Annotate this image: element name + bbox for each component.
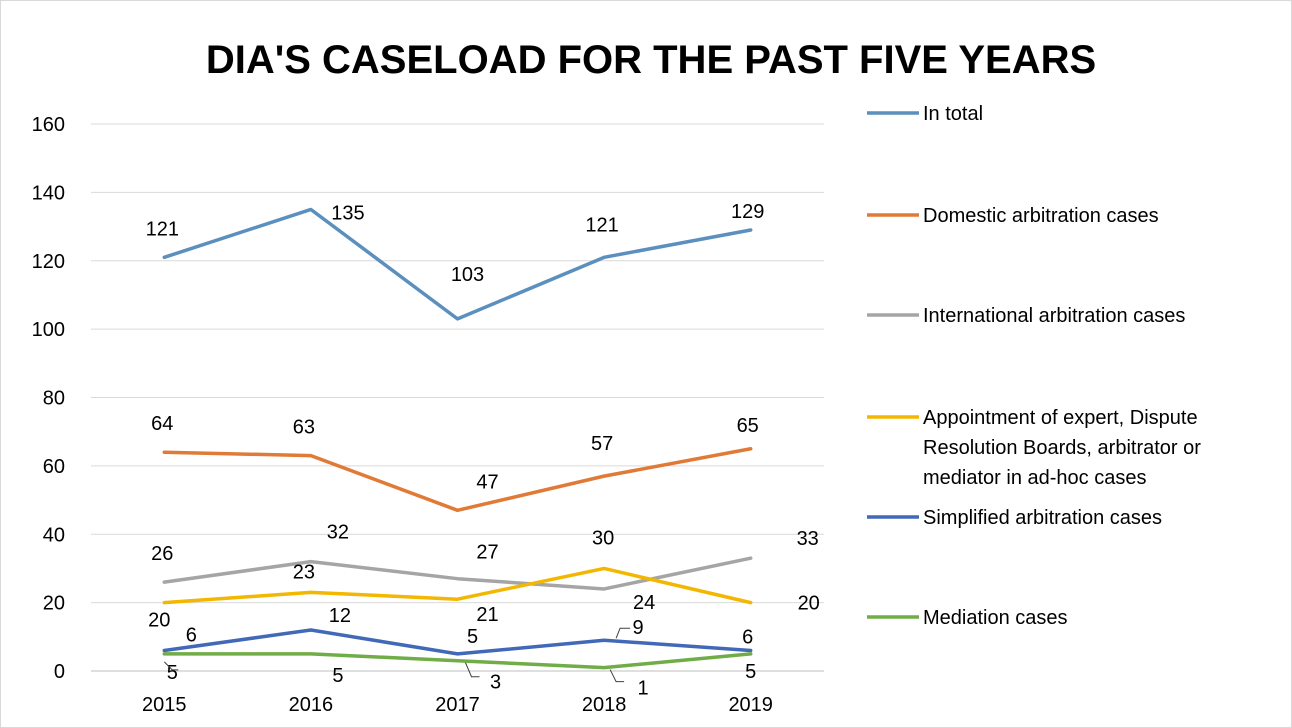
x-axis-tick-labels: 2015 2016 2017 2018 2019 bbox=[142, 694, 773, 716]
legend-label: Simplified arbitration cases bbox=[923, 507, 1162, 529]
x-tick-label: 2018 bbox=[582, 694, 627, 716]
data-label: 64 bbox=[151, 413, 173, 435]
data-label: 5 bbox=[467, 626, 478, 648]
data-label: 27 bbox=[476, 542, 498, 564]
legend-label: Mediation cases bbox=[923, 607, 1068, 629]
legend-label: mediator in ad-hoc cases bbox=[923, 467, 1146, 489]
data-label: 6 bbox=[742, 626, 753, 648]
y-tick-label: 100 bbox=[32, 319, 65, 341]
data-label: 9 bbox=[633, 617, 644, 639]
y-tick-label: 60 bbox=[43, 456, 65, 478]
legend-label: Resolution Boards, arbitrator or bbox=[923, 437, 1201, 459]
data-label: 23 bbox=[293, 561, 315, 583]
x-tick-label: 2017 bbox=[435, 694, 480, 716]
y-tick-label: 140 bbox=[32, 182, 65, 204]
data-label: 32 bbox=[327, 522, 349, 544]
chart-title: DIA'S CASELOAD FOR THE PAST FIVE YEARS bbox=[206, 38, 1096, 82]
data-label: 12 bbox=[329, 605, 351, 627]
y-axis-tick-labels: 0 20 40 60 80 100 120 140 160 bbox=[32, 114, 65, 683]
data-label: 129 bbox=[731, 201, 764, 223]
label-leader-line bbox=[609, 669, 625, 683]
series-line bbox=[162, 628, 753, 656]
x-tick-label: 2015 bbox=[142, 694, 187, 716]
data-label: 57 bbox=[591, 433, 613, 455]
series-lines bbox=[162, 207, 753, 670]
legend: In total Domestic arbitration cases Intern… bbox=[867, 103, 1201, 629]
data-label: 1 bbox=[638, 678, 649, 700]
data-label: 5 bbox=[745, 661, 756, 683]
series-line bbox=[162, 447, 753, 513]
y-tick-label: 20 bbox=[43, 593, 65, 615]
label-leader-line bbox=[465, 662, 480, 678]
legend-label: Appointment of expert, Dispute bbox=[923, 407, 1198, 429]
y-tick-label: 80 bbox=[43, 388, 65, 410]
y-tick-label: 120 bbox=[32, 251, 65, 273]
legend-label: International arbitration cases bbox=[923, 305, 1185, 327]
y-tick-label: 40 bbox=[43, 524, 65, 546]
data-label: 3 bbox=[490, 672, 501, 694]
data-label: 20 bbox=[798, 593, 820, 615]
data-label: 33 bbox=[797, 528, 819, 550]
series-line bbox=[162, 652, 753, 670]
y-tick-label: 0 bbox=[54, 661, 65, 683]
series-line bbox=[162, 566, 753, 605]
data-label: 30 bbox=[592, 527, 614, 549]
data-label: 26 bbox=[151, 543, 173, 565]
y-tick-label: 160 bbox=[32, 114, 65, 136]
data-label: 24 bbox=[633, 592, 655, 614]
data-label: 65 bbox=[737, 415, 759, 437]
data-label: 47 bbox=[476, 471, 498, 493]
gridlines bbox=[91, 123, 824, 672]
label-leader-line bbox=[163, 661, 179, 671]
x-tick-label: 2019 bbox=[728, 694, 773, 716]
series-line bbox=[162, 556, 753, 591]
data-label: 20 bbox=[148, 610, 170, 632]
data-label: 21 bbox=[476, 604, 498, 626]
data-label: 103 bbox=[451, 264, 484, 286]
data-label: 5 bbox=[167, 662, 178, 684]
data-label: 121 bbox=[585, 214, 618, 236]
data-label: 121 bbox=[146, 218, 179, 240]
legend-label: Domestic arbitration cases bbox=[923, 205, 1159, 227]
data-label: 135 bbox=[331, 202, 364, 224]
data-label: 5 bbox=[332, 665, 343, 687]
legend-label: In total bbox=[923, 103, 983, 125]
series-line bbox=[162, 207, 753, 321]
x-tick-label: 2016 bbox=[289, 694, 334, 716]
data-label: 6 bbox=[186, 624, 197, 646]
data-label: 63 bbox=[293, 417, 315, 439]
label-leader-line bbox=[615, 627, 631, 639]
